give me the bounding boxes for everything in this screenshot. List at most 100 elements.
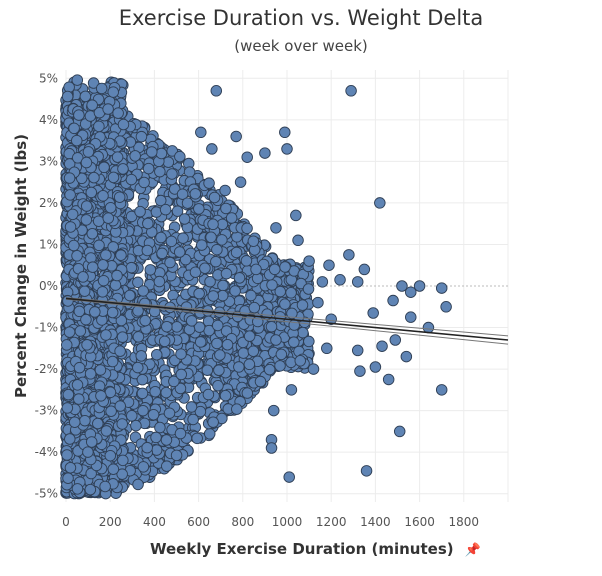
data-point (181, 197, 194, 209)
data-point (135, 130, 148, 143)
data-point (229, 285, 241, 297)
data-point (115, 314, 128, 327)
data-point (241, 151, 253, 163)
data-point (203, 428, 216, 440)
data-point (214, 349, 226, 361)
data-point (234, 176, 247, 188)
data-point (79, 90, 92, 103)
data-point (263, 363, 276, 376)
data-point (76, 172, 88, 185)
data-point (116, 418, 128, 430)
data-point (137, 461, 150, 473)
x-tick-label: 0 (62, 515, 70, 529)
data-point (171, 321, 183, 333)
data-point (194, 405, 207, 418)
data-point (104, 201, 117, 214)
data-point (93, 239, 105, 252)
data-point (247, 345, 260, 357)
data-point (62, 295, 74, 307)
data-point (62, 388, 75, 401)
y-tick-label: -3% (35, 404, 58, 418)
data-point (63, 81, 75, 93)
data-point (210, 85, 223, 97)
data-point (312, 296, 324, 309)
data-point (219, 184, 231, 197)
y-tick-label: -1% (35, 321, 58, 335)
data-point (162, 156, 175, 168)
y-tick-label: -4% (35, 445, 58, 459)
data-point (96, 286, 109, 298)
data-point (161, 320, 173, 333)
x-tick-label: 1200 (316, 515, 347, 529)
data-point (179, 253, 192, 266)
data-point (382, 373, 395, 386)
data-point (274, 360, 286, 372)
data-point (316, 276, 329, 288)
data-point (129, 150, 141, 162)
data-point (237, 347, 250, 359)
data-point (205, 231, 217, 244)
data-point (193, 287, 205, 300)
x-tick-label: 1000 (272, 515, 303, 529)
data-point (71, 152, 84, 164)
data-point (376, 340, 388, 352)
data-point (71, 379, 84, 391)
data-point (132, 276, 144, 289)
data-point (343, 249, 355, 261)
data-point (219, 389, 232, 402)
data-point (79, 414, 91, 427)
data-point (71, 483, 84, 495)
data-point (206, 143, 218, 155)
data-point (64, 461, 77, 474)
data-point (85, 252, 97, 264)
points-layer (60, 74, 452, 500)
data-point (303, 335, 315, 348)
data-point (170, 449, 183, 462)
data-point (199, 262, 211, 274)
data-point (155, 231, 167, 244)
confidence-lower (65, 298, 509, 345)
data-point (111, 269, 123, 282)
data-point (279, 261, 291, 273)
data-point (86, 261, 99, 273)
data-point (231, 403, 243, 415)
data-point (142, 217, 154, 230)
data-point (142, 162, 155, 175)
data-point (126, 410, 138, 422)
data-point (113, 191, 126, 203)
data-point (285, 287, 297, 299)
data-point (279, 126, 291, 139)
data-point (146, 146, 158, 158)
data-point (208, 191, 221, 204)
data-point (159, 203, 172, 216)
data-point (174, 427, 187, 440)
data-point (177, 232, 189, 244)
data-point (250, 263, 262, 276)
pin-icon[interactable]: 📌 (464, 543, 482, 558)
data-point (233, 361, 245, 373)
data-point (288, 336, 300, 348)
data-point (374, 197, 386, 209)
data-point (243, 358, 256, 371)
data-point (163, 407, 176, 419)
x-tick-label: 200 (99, 515, 122, 529)
data-point (77, 271, 89, 283)
data-point (195, 239, 208, 251)
data-point (161, 460, 173, 472)
chart-subtitle: (week over week) (234, 37, 368, 55)
data-point (240, 255, 253, 267)
data-point (166, 168, 178, 180)
data-point (61, 339, 73, 351)
data-point (279, 298, 291, 310)
data-point (144, 264, 157, 276)
data-point (351, 344, 364, 357)
data-point (176, 188, 189, 200)
data-point (189, 188, 202, 200)
x-tick-label: 400 (143, 515, 166, 529)
data-point (64, 189, 76, 201)
x-tick-label: 1600 (404, 515, 435, 529)
data-point (73, 305, 86, 318)
data-point (117, 118, 130, 131)
data-point (387, 294, 399, 307)
